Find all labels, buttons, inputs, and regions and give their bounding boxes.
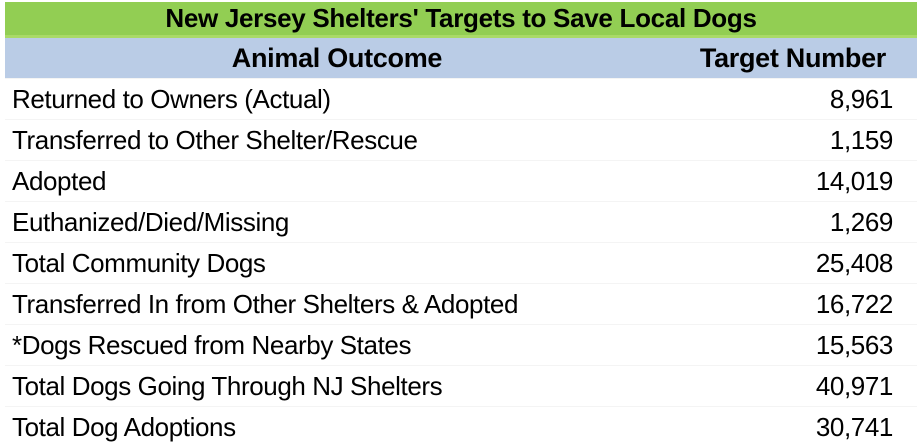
row-label: *Dogs Rescued from Nearby States (12, 329, 412, 360)
shelter-targets-table: New Jersey Shelters' Targets to Save Loc… (5, 2, 917, 447)
table-title: New Jersey Shelters' Targets to Save Loc… (165, 3, 757, 33)
row-value: 1,269 (829, 206, 893, 237)
table-row: Transferred to Other Shelter/Rescue 1,15… (5, 119, 917, 160)
table-row: Returned to Owners (Actual) 8,961 (5, 78, 917, 119)
table-row: *Dogs Rescued from Nearby States 15,563 (5, 324, 917, 365)
table-row: Adopted 14,019 (5, 160, 917, 201)
table-row: Euthanized/Died/Missing 1,269 (5, 201, 917, 242)
column-header-target-number: Target Number (699, 42, 887, 73)
table-title-bar: New Jersey Shelters' Targets to Save Loc… (5, 2, 917, 38)
row-label: Total Dog Adoptions (12, 411, 236, 442)
row-value: 14,019 (815, 165, 894, 196)
row-value: 16,722 (815, 288, 894, 319)
row-label: Total Community Dogs (12, 247, 266, 278)
row-value: 15,563 (815, 329, 894, 360)
column-header-animal-outcome: Animal Outcome (231, 42, 443, 73)
row-value: 8,961 (829, 83, 893, 114)
row-label: Transferred In from Other Shelters & Ado… (12, 288, 519, 319)
table-row: Total Dog Adoptions 30,741 (5, 406, 917, 447)
table-row: Total Dogs Going Through NJ Shelters 40,… (5, 365, 917, 406)
table-row: Transferred In from Other Shelters & Ado… (5, 283, 917, 324)
table-header-row: Animal Outcome Target Number (5, 38, 917, 78)
row-label: Returned to Owners (Actual) (12, 83, 331, 114)
row-value: 25,408 (815, 247, 894, 278)
table-row: Total Community Dogs 25,408 (5, 242, 917, 283)
row-label: Transferred to Other Shelter/Rescue (12, 124, 418, 155)
row-label: Adopted (12, 165, 107, 196)
row-value: 30,741 (815, 411, 894, 442)
row-value: 40,971 (815, 370, 894, 401)
row-label: Euthanized/Died/Missing (12, 206, 289, 237)
row-value: 1,159 (829, 124, 893, 155)
row-label: Total Dogs Going Through NJ Shelters (12, 370, 443, 401)
